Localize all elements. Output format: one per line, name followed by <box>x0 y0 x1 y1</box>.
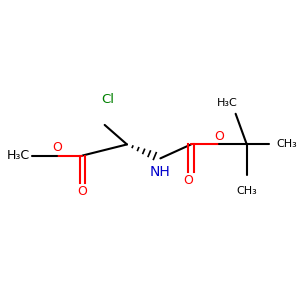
Text: O: O <box>214 130 224 142</box>
Text: Cl: Cl <box>101 93 114 106</box>
Text: H₃C: H₃C <box>6 149 29 162</box>
Text: CH₃: CH₃ <box>236 186 257 196</box>
Text: O: O <box>52 141 62 154</box>
Text: H₃C: H₃C <box>217 98 238 108</box>
Text: O: O <box>77 185 87 198</box>
Text: CH₃: CH₃ <box>276 140 297 149</box>
Text: NH: NH <box>150 165 171 179</box>
Text: O: O <box>183 174 193 187</box>
